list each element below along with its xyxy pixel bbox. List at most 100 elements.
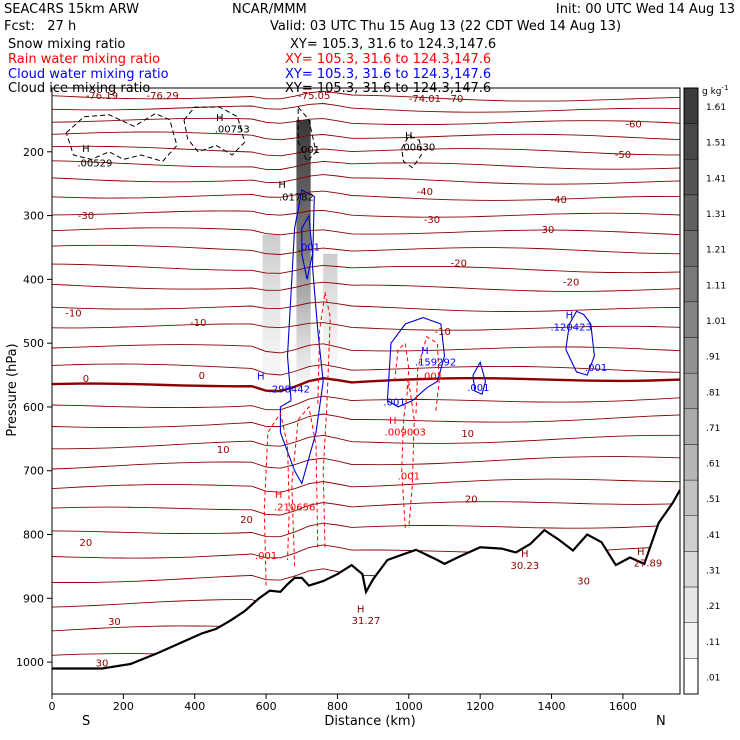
y-tick-label-700: 700 <box>23 465 44 478</box>
x-tick-label-400: 400 <box>184 700 205 713</box>
cloud-ice-contour-3 <box>401 135 422 169</box>
x-end-label-north: N <box>656 714 666 729</box>
extrema-label-15: .120423 <box>550 322 591 333</box>
colorbar-segment-1 <box>683 123 699 160</box>
extrema-label-29: 30.23 <box>510 561 539 572</box>
x-tick-label-800: 800 <box>327 700 348 713</box>
colorbar-segment-12 <box>683 515 699 552</box>
extrema-label-10: H <box>257 372 265 383</box>
colorbar-label-6: 1.01 <box>706 317 726 327</box>
y-tick-label-500: 500 <box>23 337 44 350</box>
rain-water-contour-4 <box>415 336 440 414</box>
extrema-label-16: .001 <box>585 363 607 374</box>
temperature-label-0: -76.19 <box>86 91 118 102</box>
isotherm-22 <box>52 478 680 493</box>
colorbar-segment-8 <box>683 372 699 410</box>
cloud-ice-contour-1 <box>183 106 246 156</box>
isotherm-7 <box>52 190 680 201</box>
y-tick-label-900: 900 <box>23 592 44 605</box>
isotherm-18 <box>52 395 680 411</box>
forecast-hour: Fcst: 27 h <box>4 19 77 34</box>
colorbar-segment-3 <box>683 194 699 231</box>
isotherm-12 <box>52 281 680 292</box>
y-axis-label: Pressure (hPa) <box>5 343 20 436</box>
colorbar-segment-16 <box>683 658 699 695</box>
extrema-label-7: H <box>278 180 286 191</box>
rain-water-contour-0 <box>263 412 290 586</box>
temperature-label-12: -20 <box>451 259 467 270</box>
extrema-label-4: H <box>405 131 413 142</box>
colorbar-label-10: .61 <box>706 460 720 470</box>
field-xy-snow: XY= 105.3, 31.6 to 124.3,147.6 <box>290 37 497 52</box>
colorbar-label-1: 1.51 <box>706 139 726 149</box>
extrema-label-26: H <box>357 604 365 615</box>
temperature-label-16: -10 <box>435 327 451 338</box>
y-tick-label-600: 600 <box>23 401 44 414</box>
extrema-label-9: .001 <box>298 243 320 254</box>
y-tick-label-200: 200 <box>23 146 44 159</box>
temperature-label-18: 0 <box>199 371 205 382</box>
colorbar-label-13: .31 <box>706 567 720 577</box>
extrema-label-11: .298442 <box>269 384 310 395</box>
isotherm-15 <box>52 343 680 354</box>
center-name: NCAR/MMM <box>232 2 307 17</box>
temperature-label-2: -75.05 <box>298 91 330 102</box>
isotherm-6 <box>52 174 680 185</box>
colorbar-segment-14 <box>683 586 699 623</box>
x-tick-label-1600: 1600 <box>609 700 637 713</box>
extrema-label-25: .001 <box>255 551 277 562</box>
extrema-label-20: H <box>389 416 397 427</box>
colorbar-label-7: .91 <box>706 353 720 363</box>
colorbar-segment-10 <box>683 444 699 481</box>
temperature-label-10: -30 <box>424 215 440 226</box>
colorbar-label-5: 1.11 <box>706 281 726 291</box>
field-xy-cloud-water: XY= 105.3, 31.6 to 124.3,147.6 <box>285 67 492 82</box>
field-label-snow: Snow mixing ratio <box>8 37 126 52</box>
isotherm-10 <box>52 244 680 255</box>
extrema-label-18: .001 <box>383 398 405 409</box>
isotherm-21 <box>52 456 680 470</box>
temperature-label-17: 0 <box>83 374 89 385</box>
extrema-label-0: H <box>82 144 90 155</box>
colorbar-label-11: .51 <box>706 495 720 505</box>
x-axis-label: Distance (km) <box>324 714 415 729</box>
field-label-rain: Rain water mixing ratio <box>8 52 161 67</box>
colorbar-label-3: 1.31 <box>706 210 726 220</box>
model-name: SEAC4RS 15km ARW <box>4 2 140 17</box>
isotherm-11 <box>52 263 680 274</box>
cloud-water-contour-3 <box>472 360 487 395</box>
colorbar-segment-2 <box>683 159 699 196</box>
extrema-label-27: 31.27 <box>352 616 381 627</box>
temperature-label-25: 30 <box>96 659 109 670</box>
extrema-label-3: .00753 <box>215 125 250 136</box>
temperature-label-1: -76.29 <box>146 91 178 102</box>
colorbar-segment-0 <box>683 87 699 124</box>
extrema-label-13: .159292 <box>415 357 456 368</box>
extrema-label-8: .01782 <box>279 192 314 203</box>
temperature-label-22: 20 <box>240 515 253 526</box>
colorbar-segment-9 <box>683 408 699 445</box>
colorbar-segment-15 <box>683 622 699 659</box>
temperature-label-8: -40 <box>551 195 567 206</box>
isotherm-8 <box>52 209 680 218</box>
colorbar-segment-13 <box>683 551 699 588</box>
cloud-ice-contour-0 <box>65 112 178 162</box>
x-tick-label-1400: 1400 <box>538 700 566 713</box>
x-tick-label-600: 600 <box>256 700 277 713</box>
colorbar-unit: g kg-1 <box>702 84 728 97</box>
rain-water-contour-1 <box>291 405 319 567</box>
temperature-label-5: -60 <box>625 120 641 131</box>
extrema-label-2: H <box>216 113 224 124</box>
snow-shading-east <box>323 253 338 382</box>
isotherm-1 <box>52 103 680 113</box>
colorbar-label-9: .71 <box>706 424 720 434</box>
colorbar-label-12: .41 <box>706 531 720 541</box>
plot-frame <box>51 87 681 695</box>
colorbar-label-0: 1.61 <box>706 103 726 113</box>
colorbar-segment-7 <box>683 337 699 374</box>
colorbar-frame <box>683 87 699 695</box>
isotherm-9 <box>52 227 680 236</box>
temperature-label-15: -10 <box>190 318 206 329</box>
isotherm-14 <box>52 322 680 331</box>
